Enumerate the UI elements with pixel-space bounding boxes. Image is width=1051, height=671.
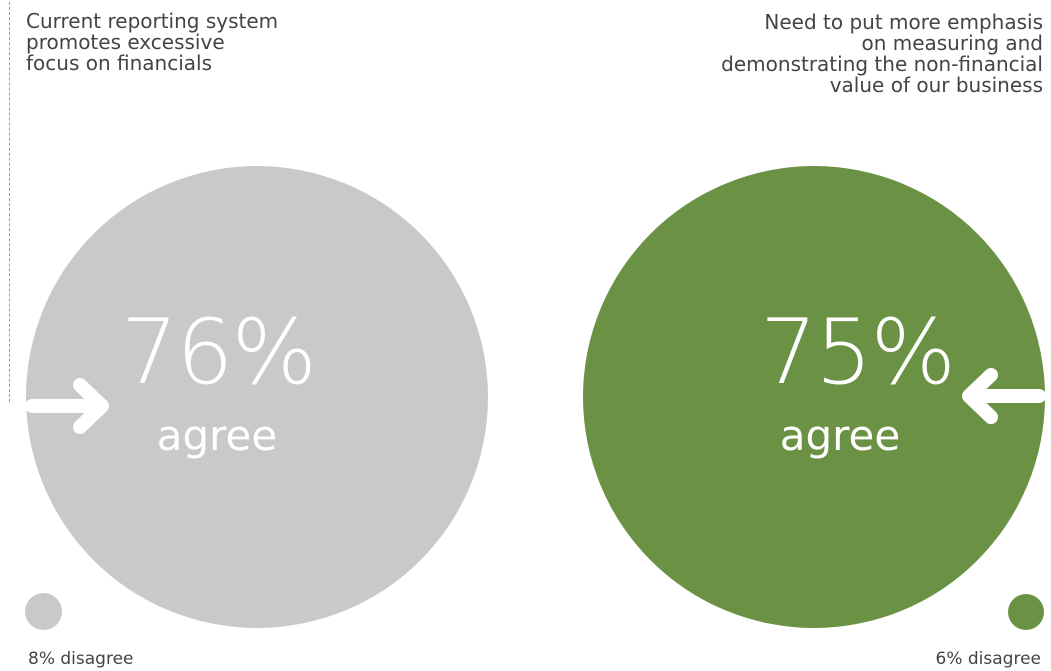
dashed-divider: [9, 2, 10, 402]
agree-bubble-left: [26, 166, 488, 628]
agree-percent-left: 76%: [120, 300, 317, 405]
agree-percent-right: 75%: [759, 300, 956, 405]
left-heading-line: focus on financials: [26, 51, 212, 75]
disagree-label-left: 8% disagree: [28, 649, 134, 669]
right-heading-line: on measuring and: [861, 31, 1043, 55]
right-heading-line: Need to put more emphasis: [764, 10, 1043, 34]
left-heading-line: promotes excessive: [26, 30, 225, 54]
right-heading-line: demonstrating the non-financial: [721, 52, 1043, 76]
disagree-bubble-right: [1008, 594, 1044, 630]
disagree-bubble-left: [25, 593, 62, 630]
disagree-label-right: 6% disagree: [935, 649, 1042, 669]
arrow-left-icon: [962, 368, 1046, 424]
right-heading: Need to put more emphasis on measuring a…: [663, 12, 1043, 96]
agree-label-right: agree: [779, 411, 901, 460]
arrow-right-icon: [25, 378, 109, 434]
left-heading-line: Current reporting system: [26, 9, 279, 33]
agree-label-left: agree: [156, 411, 278, 460]
left-heading: Current reporting system promotes excess…: [26, 11, 356, 74]
right-heading-line: value of our business: [829, 73, 1043, 97]
